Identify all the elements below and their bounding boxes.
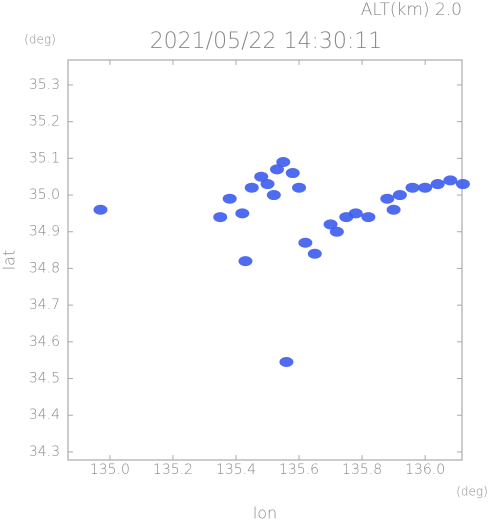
y-tick-label: 34.3 bbox=[29, 444, 60, 460]
echo bbox=[386, 204, 401, 215]
echo bbox=[455, 179, 470, 190]
echo bbox=[279, 357, 294, 368]
y-axis-label: lat bbox=[0, 250, 19, 271]
echo bbox=[222, 193, 237, 204]
echo bbox=[298, 237, 313, 248]
y-tick-label: 34.8 bbox=[29, 260, 60, 276]
echo bbox=[285, 168, 300, 179]
echo bbox=[443, 175, 458, 186]
chart-title: 2021/05/22 14:30:11 bbox=[150, 29, 383, 54]
y-tick-label: 34.4 bbox=[29, 407, 60, 423]
echo bbox=[276, 157, 291, 168]
y-tick-label: 35.2 bbox=[29, 114, 60, 130]
echo bbox=[238, 256, 253, 267]
x-tick-label: 135.8 bbox=[342, 462, 382, 478]
echo bbox=[235, 208, 250, 219]
echo bbox=[307, 248, 322, 259]
echo bbox=[361, 212, 376, 223]
y-tick-label: 34.6 bbox=[29, 334, 60, 350]
echo bbox=[292, 182, 307, 193]
echo bbox=[418, 182, 433, 193]
echo bbox=[323, 219, 338, 230]
echo bbox=[254, 171, 269, 182]
y-tick-label: 35.3 bbox=[29, 77, 60, 93]
y-unit: (deg) bbox=[24, 33, 56, 47]
echo bbox=[93, 204, 108, 215]
echo bbox=[213, 212, 228, 223]
x-tick-label: 135.4 bbox=[216, 462, 256, 478]
y-tick-label: 34.7 bbox=[29, 297, 60, 313]
y-tick-label: 34.9 bbox=[29, 224, 60, 240]
y-tick-label: 35.0 bbox=[29, 187, 60, 203]
plot-frame bbox=[67, 59, 463, 461]
echo bbox=[266, 190, 281, 201]
x-tick-label: 136.0 bbox=[405, 462, 445, 478]
echo bbox=[269, 164, 284, 175]
echo bbox=[405, 182, 420, 193]
echo bbox=[260, 179, 275, 190]
echo bbox=[244, 182, 259, 193]
echo bbox=[329, 226, 344, 237]
x-tick-label: 135.2 bbox=[153, 462, 193, 478]
x-tick-label: 135.0 bbox=[90, 462, 130, 478]
echo bbox=[430, 179, 445, 190]
y-tick-label: 35.1 bbox=[29, 150, 60, 166]
x-axis-label: lon bbox=[253, 504, 277, 521]
echo bbox=[380, 193, 395, 204]
echo bbox=[392, 190, 407, 201]
chart-subtitle: ALT(km) 2.0 bbox=[361, 0, 462, 20]
x-tick-label: 135.6 bbox=[279, 462, 319, 478]
y-tick-label: 34.5 bbox=[29, 371, 60, 387]
x-unit: (deg) bbox=[456, 485, 488, 499]
echo bbox=[348, 208, 363, 219]
